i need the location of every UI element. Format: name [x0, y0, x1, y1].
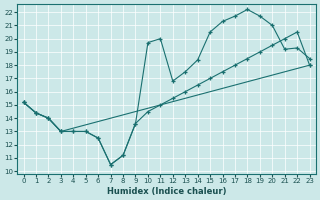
X-axis label: Humidex (Indice chaleur): Humidex (Indice chaleur)	[107, 187, 226, 196]
